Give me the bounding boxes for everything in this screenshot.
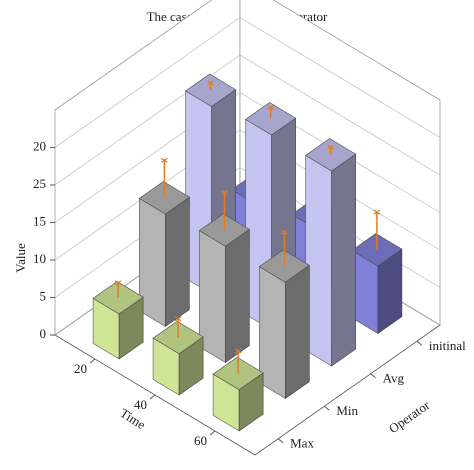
error-cap [114, 280, 122, 286]
bar-shade [377, 249, 402, 334]
bar-shade [119, 297, 144, 359]
error-cap [373, 209, 381, 215]
error-cap [267, 104, 274, 111]
error-cap [207, 80, 214, 86]
z-tick-label: Avg [383, 371, 405, 386]
bar-shade [225, 229, 250, 363]
bar [305, 138, 357, 367]
y-tick-label: 5 [40, 288, 47, 303]
error-cap [161, 157, 168, 163]
x-tick [209, 430, 216, 436]
z-tick [324, 405, 330, 411]
y-tick-label: 15 [33, 213, 46, 228]
bar [198, 213, 250, 364]
bar-shade [165, 197, 190, 327]
bar-shade [331, 154, 356, 366]
x-tick-label: 20 [74, 361, 87, 376]
bar [138, 181, 190, 328]
grid-line [54, 129, 441, 261]
bar-shade [179, 336, 204, 395]
z-tick [277, 438, 284, 444]
error-cap [174, 316, 182, 322]
x-tick-label: 60 [194, 433, 207, 448]
error-cap [327, 144, 334, 150]
bar-shade [285, 265, 310, 399]
x-tick [89, 358, 96, 364]
x-tick-label: 40 [134, 397, 147, 412]
y-tick-label: 20 [33, 138, 46, 153]
z-tick [416, 340, 423, 346]
error-cap [234, 348, 242, 354]
z-tick-label: initinal [429, 338, 466, 353]
x-tick [149, 394, 156, 400]
error-cap [281, 229, 288, 235]
grid-line [54, 92, 441, 223]
z-axis-title: Operator [386, 397, 433, 436]
y-axis-title: Value [13, 243, 28, 273]
bar [258, 249, 310, 400]
y-tick-label: 25 [33, 176, 46, 191]
y-tick-label: 0 [40, 326, 47, 341]
z-tick-label: Max [290, 436, 314, 451]
z-tick-label: Min [336, 403, 358, 418]
y-tick-label: 10 [33, 251, 46, 266]
bar [351, 233, 403, 335]
z-tick [370, 373, 376, 379]
bar-shade [239, 372, 264, 431]
grid-line [54, 17, 441, 148]
error-cap [221, 189, 228, 196]
grid-line [54, 54, 441, 186]
